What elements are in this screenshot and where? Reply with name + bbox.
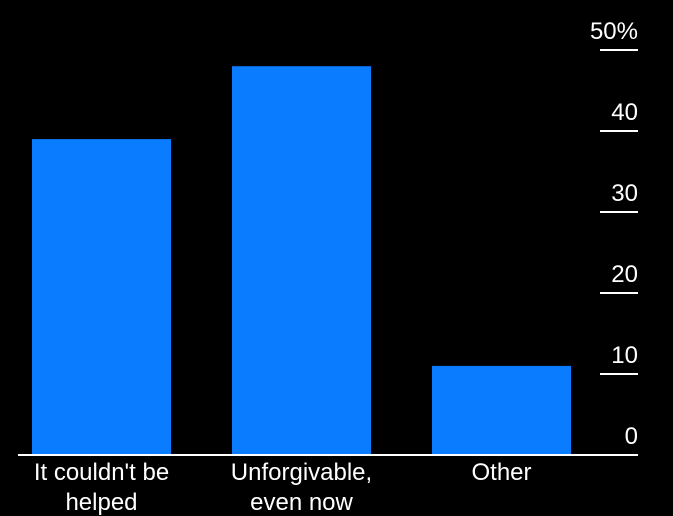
y-axis: 0 10 20 30 40 50% xyxy=(590,18,638,450)
y-tick-label-1: 10 xyxy=(611,342,638,369)
x-category-label-2: Other xyxy=(471,459,531,486)
bar-2 xyxy=(432,365,571,455)
y-tick-label-3: 30 xyxy=(611,180,638,207)
bar-1 xyxy=(232,66,371,455)
x-category-label-2-line-0: Other xyxy=(471,459,531,486)
x-category-label-0-line-0: It couldn't be xyxy=(34,459,169,486)
x-category-label-0-line-1: helped xyxy=(65,489,137,516)
y-tick-label-2: 20 xyxy=(611,261,638,288)
x-category-label-1: Unforgivable, even now xyxy=(231,459,372,516)
bars-group xyxy=(32,66,571,455)
x-category-label-1-line-1: even now xyxy=(250,489,353,516)
x-category-label-1-line-0: Unforgivable, xyxy=(231,459,372,486)
bar-0 xyxy=(32,139,171,455)
x-axis-labels: It couldn't be helped Unforgivable, even no… xyxy=(34,459,532,516)
y-tick-label-0: 0 xyxy=(625,423,638,450)
y-tick-label-5: 50% xyxy=(590,18,638,45)
y-tick-label-4: 40 xyxy=(611,99,638,126)
x-category-label-0: It couldn't be helped xyxy=(34,459,169,516)
